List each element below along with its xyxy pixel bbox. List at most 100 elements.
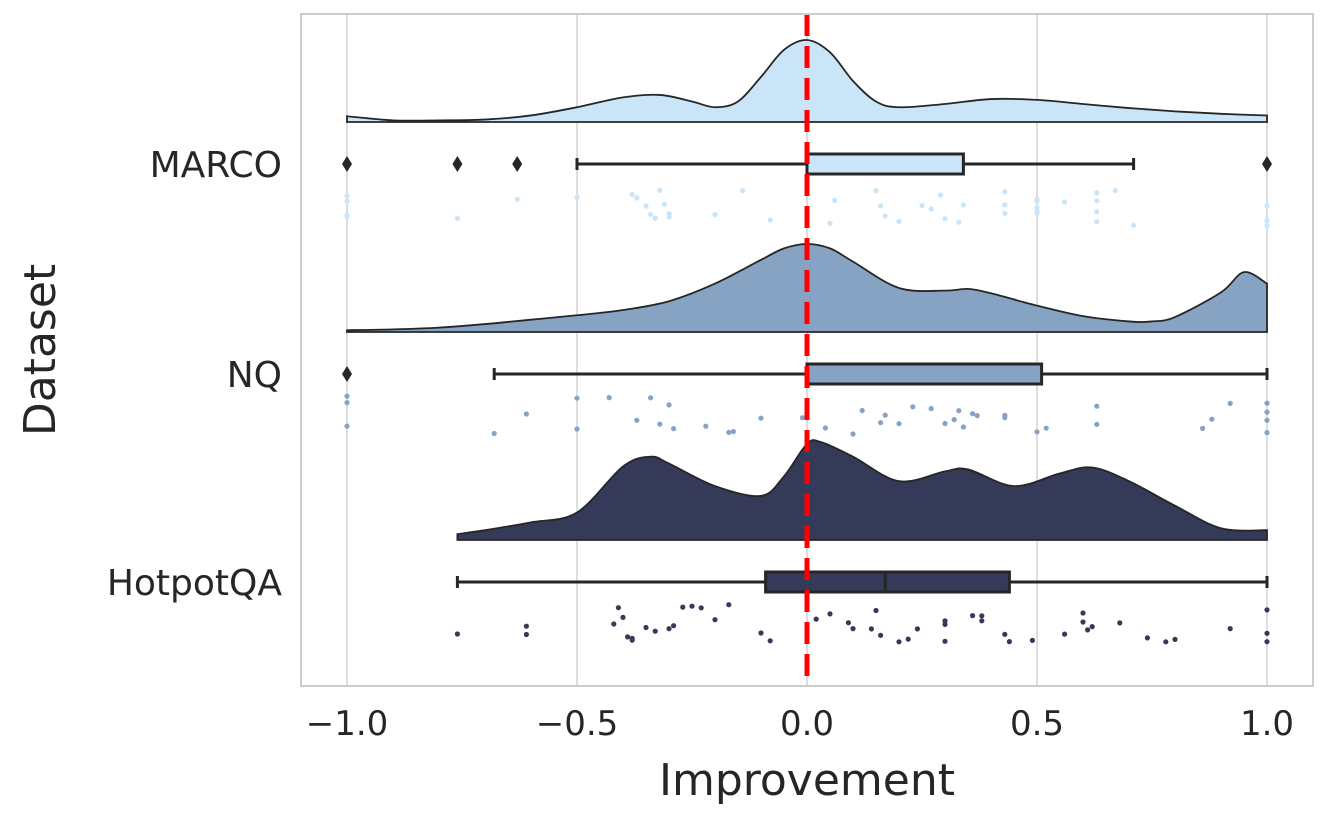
point-hotpotqa (1029, 637, 1035, 644)
point-marco (634, 195, 640, 201)
point-marco (712, 212, 718, 218)
point-hotpotqa (1062, 631, 1068, 637)
point-marco (657, 187, 663, 193)
point-nq (910, 404, 916, 410)
point-nq (970, 411, 976, 417)
x-axis-title: Improvement (659, 755, 955, 806)
point-hotpotqa (813, 616, 819, 622)
point-nq (799, 415, 806, 421)
point-hotpotqa (1264, 630, 1270, 636)
point-marco (1034, 196, 1040, 202)
point-hotpotqa (698, 605, 704, 611)
x-tick-labels: −1.0 −0.5 0.0 0.5 1.0 (306, 704, 1294, 744)
point-marco (1034, 205, 1040, 211)
point-hotpotqa (620, 614, 626, 621)
point-hotpotqa (942, 618, 948, 624)
point-nq (859, 407, 865, 414)
point-hotpotqa (979, 618, 985, 624)
point-nq (960, 424, 967, 430)
point-nq (896, 421, 902, 427)
point-marco (740, 188, 746, 194)
point-hotpotqa (726, 602, 732, 608)
point-marco (960, 202, 967, 208)
point-hotpotqa (767, 638, 773, 644)
point-marco (1094, 219, 1100, 225)
point-hotpotqa (625, 634, 631, 640)
point-marco (767, 217, 773, 223)
point-nq (1264, 417, 1270, 423)
point-hotpotqa (850, 626, 856, 632)
point-nq (574, 395, 580, 401)
point-hotpotqa (1264, 607, 1270, 613)
point-hotpotqa (1144, 635, 1150, 641)
point-marco (661, 201, 668, 207)
box-nq (805, 362, 1044, 386)
point-hotpotqa (873, 607, 879, 614)
point-marco (1002, 189, 1008, 195)
point-nq (344, 393, 350, 399)
point-marco (827, 220, 833, 226)
point-marco (1094, 209, 1100, 215)
point-hotpotqa (523, 623, 530, 629)
point-hotpotqa (1172, 636, 1178, 643)
point-marco (629, 192, 635, 198)
category-labels: MARCO NQ HotpotQA (107, 145, 283, 604)
point-marco (896, 218, 902, 225)
point-nq (523, 411, 530, 417)
point-hotpotqa (652, 628, 658, 634)
point-nq (878, 420, 884, 426)
point-hotpotqa (712, 617, 718, 623)
y-axis-title: Dataset (15, 264, 66, 436)
x-tick-label: −1.0 (306, 704, 389, 744)
category-label-hotpotqa: HotpotQA (107, 563, 283, 604)
point-nq (822, 425, 829, 431)
point-marco (454, 215, 460, 222)
point-marco (344, 213, 350, 220)
point-nq (1209, 416, 1215, 422)
point-nq (606, 395, 612, 401)
point-hotpotqa (942, 638, 948, 644)
point-nq (974, 413, 980, 419)
point-nq (648, 395, 654, 401)
point-hotpotqa (1002, 631, 1008, 637)
point-nq (1264, 409, 1270, 415)
point-hotpotqa (1117, 620, 1123, 626)
point-hotpotqa (1085, 627, 1091, 633)
point-marco (832, 197, 838, 203)
point-nq (758, 415, 764, 421)
plot-frame (300, 13, 1314, 687)
point-hotpotqa (970, 613, 976, 619)
point-hotpotqa (1080, 619, 1086, 625)
point-nq (1043, 425, 1049, 431)
point-nq (344, 400, 350, 406)
point-hotpotqa (845, 620, 852, 626)
point-nq (1094, 421, 1100, 427)
point-nq (1094, 403, 1100, 409)
point-nq (951, 417, 957, 423)
point-hotpotqa (905, 636, 911, 642)
cloud-hotpotqa (456, 439, 1268, 541)
point-nq (491, 430, 497, 437)
point-nq (1264, 430, 1270, 436)
point-marco (652, 215, 658, 221)
point-marco (344, 193, 350, 199)
box-marco (805, 152, 965, 176)
point-marco (956, 219, 962, 225)
point-marco (1094, 198, 1100, 204)
outlier-marco (512, 156, 523, 172)
point-nq (666, 402, 672, 408)
point-nq (634, 417, 640, 423)
point-hotpotqa (1227, 626, 1233, 632)
point-hotpotqa (643, 624, 649, 631)
point-marco (648, 211, 654, 217)
point-marco (643, 203, 649, 209)
point-marco (942, 216, 948, 222)
point-hotpotqa (629, 637, 635, 643)
outlier-nq (342, 366, 352, 382)
x-tick-label: 0.5 (1010, 704, 1064, 744)
point-hotpotqa (1080, 610, 1086, 616)
point-hotpotqa (942, 621, 948, 628)
point-marco (1034, 210, 1040, 216)
point-hotpotqa (914, 626, 921, 632)
point-hotpotqa (758, 630, 764, 636)
